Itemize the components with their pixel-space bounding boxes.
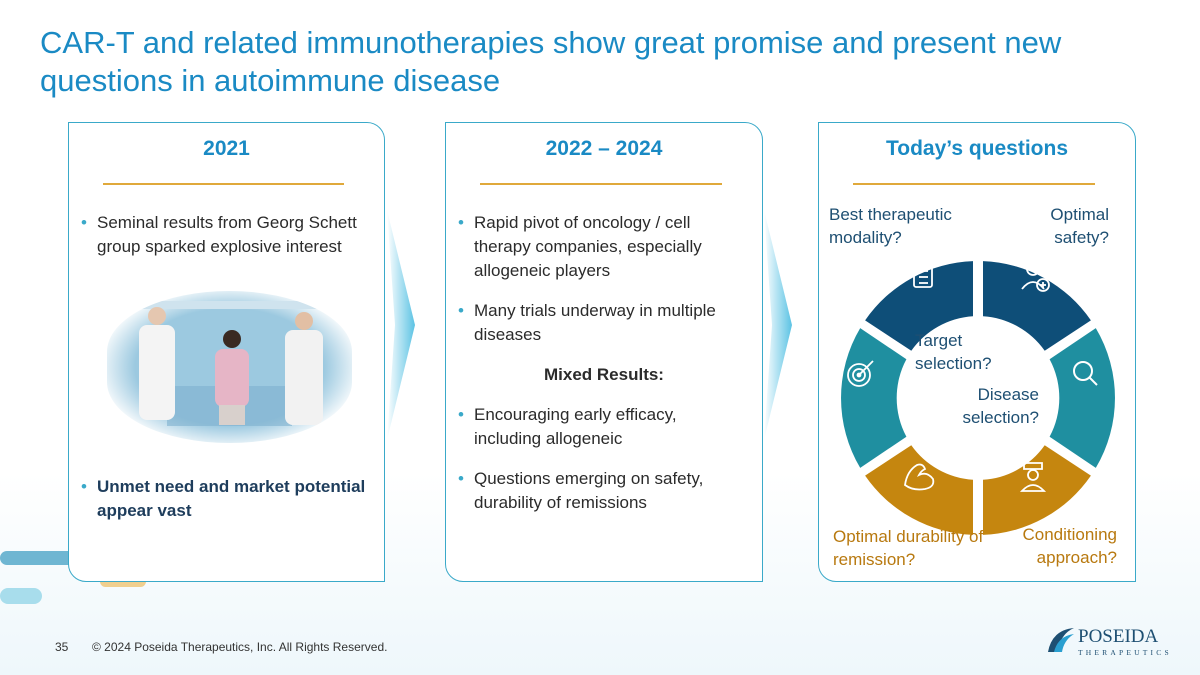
- panel-todays-questions: Today’s questions: [818, 122, 1136, 582]
- panel-heading: 2022 – 2024: [545, 137, 663, 160]
- bullet-dot-icon: •: [458, 405, 464, 424]
- panel-2022-2024: 2022 – 2024 • Rapid pivot of oncology / …: [445, 122, 763, 582]
- segment-modality: [865, 261, 973, 351]
- panel-heading: 2021: [203, 137, 250, 160]
- chevron-arrow-icon: [387, 210, 415, 440]
- copyright-text: © 2024 Poseida Therapeutics, Inc. All Ri…: [92, 640, 388, 654]
- chevron-arrow-icon: [764, 210, 792, 440]
- bullet-dot-icon: •: [458, 213, 464, 232]
- heading-underline: [853, 183, 1095, 185]
- question-conditioning: Conditioning approach?: [1022, 525, 1117, 567]
- question-target: Target selection?: [915, 331, 992, 373]
- bullet-item: • Questions emerging on safety, durabili…: [456, 467, 746, 515]
- segment-disease: [1049, 328, 1115, 468]
- bullet-dot-icon: •: [81, 213, 87, 232]
- bullet-item: • Seminal results from Georg Schett grou…: [79, 211, 368, 259]
- target-icon: [847, 360, 874, 387]
- bullet-text: Questions emerging on safety, durability…: [474, 469, 704, 512]
- bullet-text: Seminal results from Georg Schett group …: [97, 213, 357, 256]
- bullet-item: • Many trials underway in multiple disea…: [456, 299, 746, 347]
- bullet-item: • Unmet need and market potential appear…: [79, 475, 368, 523]
- slide-title: CAR-T and related immunotherapies show g…: [40, 25, 1062, 98]
- bullet-text: Rapid pivot of oncology / cell therapy c…: [474, 213, 702, 280]
- heading-underline: [480, 183, 722, 185]
- mixed-results-subheading: Mixed Results:: [544, 365, 664, 384]
- bullet-item: • Encouraging early efficacy, including …: [456, 403, 746, 451]
- checklist-icon: [913, 262, 933, 288]
- segment-safety: [983, 261, 1091, 351]
- person-plus-icon: [1021, 262, 1050, 292]
- magnifier-icon: [1073, 361, 1098, 386]
- segment-target: [841, 328, 907, 468]
- logo-name: POSEIDA: [1078, 626, 1159, 647]
- question-modality: Best therapeutic modality?: [829, 205, 952, 247]
- heading-underline: [103, 183, 344, 185]
- logo-sub: THERAPEUTICS: [1078, 648, 1172, 657]
- team-photo: [107, 291, 352, 443]
- bullet-dot-icon: •: [458, 469, 464, 488]
- bullet-text: Many trials underway in multiple disease…: [474, 301, 716, 344]
- bullet-dot-icon: •: [81, 477, 87, 496]
- question-safety: Optimal safety?: [1050, 205, 1109, 247]
- panel-heading: Today’s questions: [885, 137, 1069, 160]
- poseida-logo: POSEIDA THERAPEUTICS: [1048, 626, 1172, 657]
- bullet-dot-icon: •: [458, 301, 464, 320]
- muscle-arm-icon: [904, 463, 935, 491]
- nurse-icon: [1019, 462, 1047, 492]
- page-number: 35: [55, 640, 69, 654]
- bullet-item: • Rapid pivot of oncology / cell therapy…: [456, 211, 746, 283]
- questions-donut: [841, 261, 1115, 535]
- bullet-text: Encouraging early efficacy, including al…: [474, 405, 677, 448]
- panel-2021: 2021 • Seminal results from Georg Schett…: [68, 122, 385, 582]
- question-durability: Optimal durability of remission?: [833, 527, 984, 569]
- decor-bar-light: [0, 588, 42, 604]
- bullet-text: Unmet need and market potential appear v…: [97, 477, 366, 520]
- question-disease: Disease selection?: [962, 385, 1039, 427]
